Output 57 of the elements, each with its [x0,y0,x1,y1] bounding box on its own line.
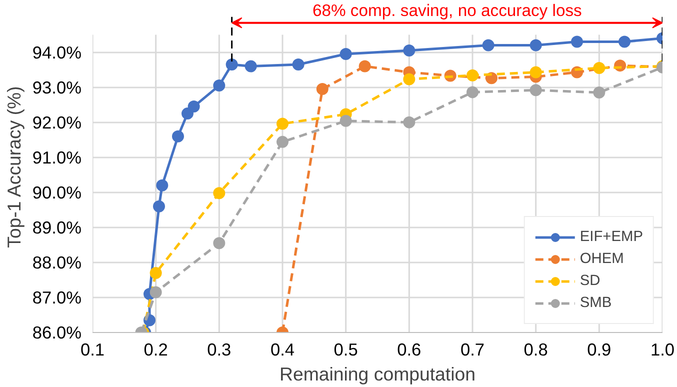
x-tick-label: 0.3 [207,340,232,360]
y-tick-label: 87.0% [32,287,82,308]
y-tick-label: 91.0% [32,147,82,168]
y-tick-label: 92.0% [32,112,82,132]
point [244,60,257,72]
x-tick-label: 0.4 [270,340,295,360]
y-tick-label: 94.0% [32,42,82,62]
x-tick-label: 1.0 [650,340,675,360]
legend-label: EIF+EMP [580,229,643,245]
legend-label: SD [580,273,600,289]
x-tick-label: 0.7 [460,340,485,360]
point [156,179,168,192]
point [316,83,328,96]
point [213,187,226,200]
x-tick-label: 0.9 [587,340,612,360]
y-axis-title: Top-1 Accuracy (%) [3,86,24,248]
point [226,58,238,71]
point [618,36,630,48]
point [276,136,288,148]
point [153,200,165,212]
x-axis-title: Remaining computation [280,364,476,384]
point [150,266,162,279]
y-tick-label: 88.0% [32,252,82,272]
point [403,116,416,128]
point [530,66,542,78]
point [340,48,352,60]
point [358,60,371,72]
point [403,44,416,56]
point [188,100,200,113]
point [593,86,606,99]
point [593,62,606,74]
x-tick-label: 0.2 [144,340,168,360]
y-tick-label: 93.0% [32,77,82,98]
legend-label: SMB [580,295,612,311]
point [276,118,288,130]
point [403,73,416,86]
point [482,39,494,52]
y-tick-label: 86.0% [32,322,82,342]
x-tick-label: 0.1 [80,340,105,360]
point [530,84,542,96]
x-tick-label: 0.5 [334,340,358,360]
point [571,36,583,48]
x-tick-label: 0.8 [524,340,548,360]
text: 68% comp. saving, no accuracy loss [312,0,582,20]
point [213,80,226,92]
point [530,39,542,52]
point [150,286,162,298]
point [340,114,352,127]
point [466,86,478,98]
point [292,58,304,71]
point [466,69,478,82]
y-tick-label: 89.0% [32,217,82,238]
legend-label: OHEM [580,251,624,267]
point [213,237,226,250]
point [172,130,184,142]
y-tick-label: 90.0% [32,182,82,202]
x-tick-label: 0.6 [397,340,422,360]
